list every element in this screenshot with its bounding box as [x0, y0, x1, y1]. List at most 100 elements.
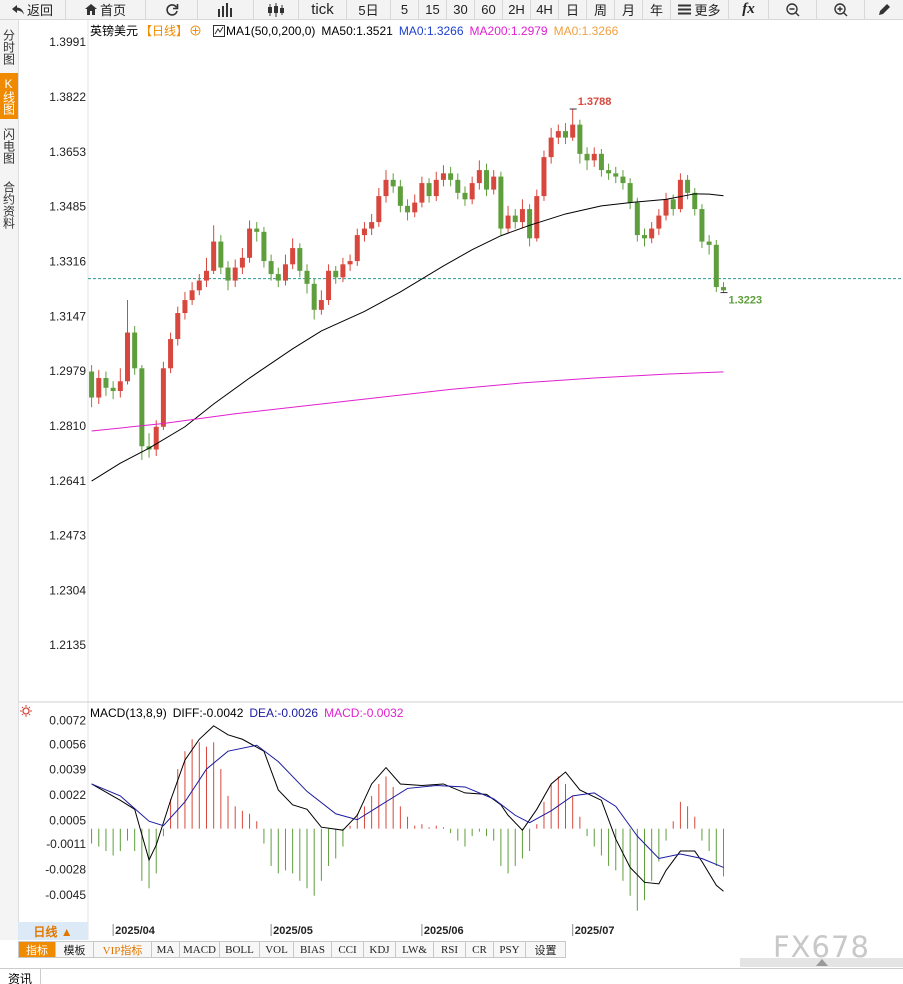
period-button[interactable]: 日线 ▲	[18, 922, 88, 940]
period-label: 60	[481, 2, 496, 17]
candle-body	[563, 131, 569, 138]
candle-body	[577, 124, 583, 154]
period-5d[interactable]: 5日	[347, 0, 391, 19]
indicator-tab[interactable]: MA	[152, 941, 180, 958]
macd-header: MACD(13,8,9) DIFF:-0.0042 DEA:-0.0026 MACD…	[90, 704, 403, 721]
candle-body	[634, 202, 640, 236]
candle-body	[455, 179, 461, 193]
candle-body	[369, 222, 375, 229]
indicator-tab[interactable]: 设置	[526, 941, 566, 958]
candle-body	[189, 290, 195, 301]
candle-body	[326, 270, 332, 301]
formula-button[interactable]: fx	[729, 0, 769, 19]
indicator-tab[interactable]: LW&	[396, 941, 434, 958]
macd-icon	[20, 705, 32, 717]
candle-body	[160, 368, 166, 427]
zoom-out-button[interactable]	[769, 0, 817, 19]
period-button[interactable]: 30	[447, 0, 475, 19]
period-button[interactable]: 2H	[503, 0, 531, 19]
side-tab[interactable]: K线图	[0, 73, 18, 119]
indicator-tab[interactable]: BIAS	[294, 941, 332, 958]
period-label: 2H	[508, 2, 525, 17]
indicator-label: MA1(50,0,200,0)	[226, 23, 316, 38]
more-button[interactable]: 更多	[671, 0, 729, 19]
period-button[interactable]: 周	[587, 0, 615, 19]
sidebar: 分时图 K线图 闪电图 合约资料	[0, 20, 19, 940]
period-button[interactable]: 月	[615, 0, 643, 19]
candle-body	[397, 186, 403, 206]
side-tab[interactable]: 合约资料	[1, 181, 16, 229]
period-label: 5日	[358, 3, 379, 18]
indicator-tab[interactable]: VOL	[260, 941, 294, 958]
candle-body	[117, 381, 123, 392]
candle-body	[613, 173, 619, 177]
low-label: 1.3223	[728, 294, 762, 306]
indicator-tab[interactable]: PSY	[494, 941, 526, 958]
indicator-tab[interactable]: KDJ	[364, 941, 396, 958]
candle-body	[706, 241, 712, 245]
candle-body	[333, 270, 339, 278]
candle-body	[426, 183, 432, 197]
indicator-icon[interactable]	[213, 24, 226, 37]
candle-button[interactable]	[254, 0, 299, 19]
period-button[interactable]: 日	[559, 0, 587, 19]
y-tick-label: 1.2979	[49, 364, 86, 378]
candle-body	[570, 124, 576, 138]
indicator-tab[interactable]: VIP指标	[94, 941, 152, 958]
indicator-tab[interactable]: BOLL	[220, 941, 260, 958]
bars-button[interactable]	[198, 0, 254, 19]
candle-body	[175, 313, 181, 340]
period-label: 4H	[536, 2, 553, 17]
period-button[interactable]: 年	[643, 0, 671, 19]
tick-button[interactable]: tick	[299, 0, 347, 19]
period-label: 30	[453, 2, 468, 17]
home-button[interactable]: 首页	[66, 0, 146, 19]
candle-body	[555, 131, 561, 138]
candle-body	[405, 205, 411, 213]
indicator-tab[interactable]: CCI	[332, 941, 364, 958]
period-button[interactable]: 4H	[531, 0, 559, 19]
news-tab[interactable]: 资讯	[0, 969, 42, 984]
candle-body	[484, 170, 490, 190]
legend-entry: DEA:-0.0026	[249, 705, 319, 720]
candle-body	[110, 387, 116, 392]
indicator-tab[interactable]: 指标	[18, 941, 56, 958]
y-tick-label: 1.2641	[49, 474, 86, 488]
indicator-tab[interactable]: RSI	[434, 941, 466, 958]
side-tab[interactable]: 分时图	[1, 29, 16, 65]
candle-body	[390, 179, 396, 187]
candle-body	[182, 300, 188, 314]
period-button[interactable]: 60	[475, 0, 503, 19]
indicator-line	[91, 744, 724, 868]
indicator-tab[interactable]: 模板	[56, 941, 94, 958]
indicator-line	[91, 193, 724, 482]
indicator-tab[interactable]: CR	[466, 941, 494, 958]
y-tick-label: 1.3485	[49, 200, 86, 214]
period-button[interactable]: 15	[419, 0, 447, 19]
period-button[interactable]: 5	[391, 0, 419, 19]
candle-body	[491, 176, 497, 190]
candle-body	[275, 274, 281, 281]
period-label: 5	[400, 2, 409, 17]
candle-body	[663, 199, 669, 216]
candle-body	[225, 267, 231, 281]
refresh-button[interactable]	[146, 0, 198, 19]
candle-body	[541, 157, 547, 197]
candle-body	[685, 179, 691, 193]
candle-body	[476, 170, 482, 184]
indicator-tabs: 指标 模板 VIP指标 MA MACD BOLL VOL BIAS CCI KDJ LW& RSI CR…	[18, 941, 566, 958]
y-tick-label: 1.3147	[49, 309, 86, 323]
indicator-label: MACD(13,8,9)	[90, 705, 167, 720]
side-tab[interactable]: 闪电图	[1, 128, 16, 164]
candle-body	[254, 228, 260, 232]
candle-body	[627, 183, 633, 203]
draw-button[interactable]	[865, 0, 903, 19]
y-tick-label: 0.0056	[49, 737, 86, 751]
candle-body	[670, 199, 676, 210]
zoom-in-button[interactable]	[817, 0, 865, 19]
candle-body	[548, 137, 554, 158]
add-icon[interactable]	[190, 25, 201, 36]
back-button[interactable]: 返回	[0, 0, 66, 19]
indicator-tab[interactable]: MACD	[180, 941, 220, 958]
